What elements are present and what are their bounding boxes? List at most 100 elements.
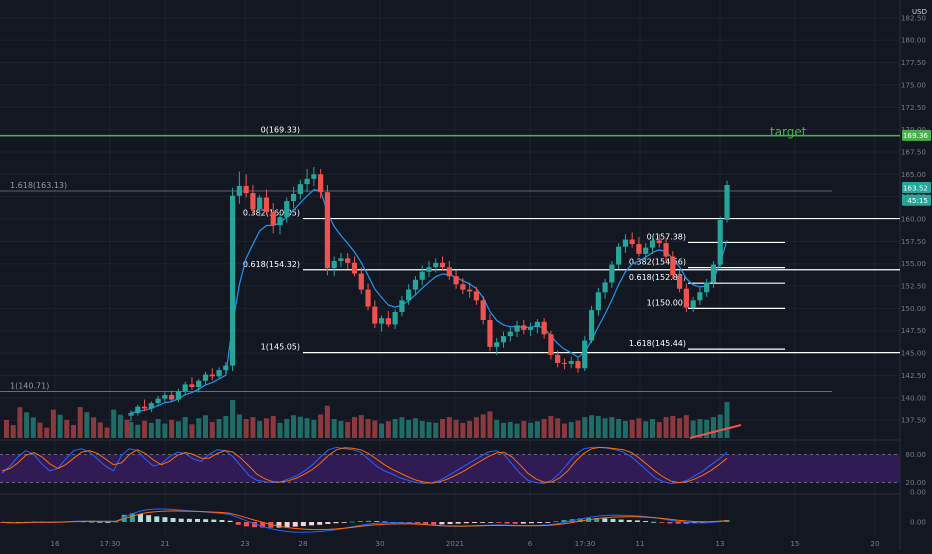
volume-bar: [446, 417, 452, 438]
macd-histogram-bar: [186, 518, 192, 522]
time-tick-label: 15: [790, 539, 799, 548]
time-tick-label: 13: [715, 539, 724, 548]
price-tick-label: 160.00: [901, 215, 927, 224]
volume-bar: [17, 407, 23, 438]
candle-body: [697, 292, 703, 301]
volume-bar: [209, 422, 215, 438]
candle-body: [284, 201, 290, 218]
candle-body: [148, 403, 154, 409]
fibonacci-levels[interactable]: 0(169.33)0.382(160.05)0.618(154.32)1(145…: [0, 126, 900, 392]
candle-body: [358, 273, 364, 290]
volume-bar: [50, 409, 56, 438]
macd-histogram-bar: [382, 521, 388, 523]
candle-body: [270, 211, 276, 226]
volume-bar: [392, 419, 398, 438]
macd-histogram-bar: [528, 522, 534, 524]
stoch-tick-label: 80.00: [905, 450, 926, 459]
candle-body: [378, 318, 385, 324]
macd-histogram-bar: [423, 522, 429, 524]
macd-histogram-bar: [97, 521, 103, 523]
time-axis[interactable]: 16 17:30 21 23 28 30 2021 6 17:30 11 13 15 20: [50, 539, 880, 548]
stochastic-panel: [0, 446, 900, 485]
time-tick-label: 30: [375, 539, 385, 548]
macd-histogram-bar: [480, 522, 486, 523]
candle-body: [162, 395, 168, 399]
candle-body: [419, 271, 425, 280]
price-tag: [902, 194, 931, 206]
candle-body: [324, 192, 331, 269]
volume-bar: [331, 419, 337, 438]
volume-bar: [155, 419, 161, 438]
candle-body: [453, 276, 459, 285]
candle-body: [399, 300, 405, 312]
price-tag-label: 45:15: [907, 196, 928, 205]
time-tick-label: 11: [635, 539, 644, 548]
macd-histogram-bar: [129, 513, 135, 522]
volume-bar: [97, 422, 103, 438]
price-tick-label: 172.50: [901, 103, 927, 112]
volume-bar: [514, 423, 520, 438]
fib-level-label: 0.618(154.32): [243, 260, 300, 269]
volume-bar: [494, 419, 500, 438]
volume-bar: [433, 422, 439, 438]
macd-histogram-bar: [292, 522, 298, 527]
price-tick-label: 167.50: [901, 147, 927, 156]
candle-body: [439, 262, 446, 268]
candle-body: [216, 370, 222, 377]
macd-histogram-bar: [219, 520, 225, 522]
volume-bar: [412, 418, 418, 438]
macd-histogram-bar: [211, 519, 217, 522]
price-axis-background: [901, 0, 932, 550]
volume-bar: [270, 415, 276, 438]
fib-level-label: 0(169.33): [261, 126, 300, 135]
currency-label: USD: [912, 8, 927, 16]
macd-tick-label: 0.00: [910, 518, 926, 527]
macd-histogram-bar: [634, 520, 640, 522]
volume-bar: [77, 407, 83, 438]
price-tick-label: 182.50: [901, 13, 927, 22]
macd-histogram-bar: [349, 521, 355, 523]
price-tag-label: 169.36: [903, 131, 929, 140]
candle-body: [297, 184, 303, 194]
candle-body: [548, 334, 554, 355]
volume-bar: [128, 422, 134, 438]
macd-histogram-bar: [602, 518, 608, 522]
candle-body: [704, 282, 710, 293]
volume-bar: [521, 420, 527, 438]
macd-histogram-bar: [333, 522, 339, 524]
candle-body: [494, 342, 500, 347]
fib-level-label: 1(150.00): [647, 298, 686, 307]
volume-bar: [345, 422, 351, 438]
time-tick-label: 17:30: [100, 539, 121, 548]
macd-histogram-bar: [105, 522, 111, 523]
candle-body: [141, 406, 148, 409]
candle-body: [588, 310, 595, 341]
volume-bar: [189, 424, 195, 438]
candle-body: [426, 267, 432, 272]
candle-body: [277, 217, 283, 226]
candle-body: [683, 288, 689, 308]
candle-body: [406, 289, 412, 301]
candle-body: [575, 361, 581, 369]
volume-bar: [91, 417, 97, 438]
volume-bar: [710, 417, 716, 438]
volume-bar: [385, 421, 391, 438]
time-tick-label: 6: [528, 539, 533, 548]
candle-body: [609, 264, 615, 283]
candle-body: [290, 193, 297, 202]
macd-histogram-bar: [113, 521, 119, 523]
candle-body: [331, 261, 337, 269]
price-tick-label: 157.50: [901, 237, 927, 246]
volume-bar: [568, 422, 574, 438]
candle-body: [676, 275, 683, 289]
macd-histogram-bar: [170, 518, 176, 522]
candle-body: [629, 239, 635, 245]
volume-bar: [589, 415, 595, 438]
volume-bar: [663, 417, 669, 438]
volume-bar: [324, 405, 330, 438]
volume-bar: [419, 420, 425, 438]
candle-body: [338, 258, 344, 262]
price-axis[interactable]: 182.50 180.00 177.50 175.00 172.50 170.00 167.…: [901, 0, 932, 550]
